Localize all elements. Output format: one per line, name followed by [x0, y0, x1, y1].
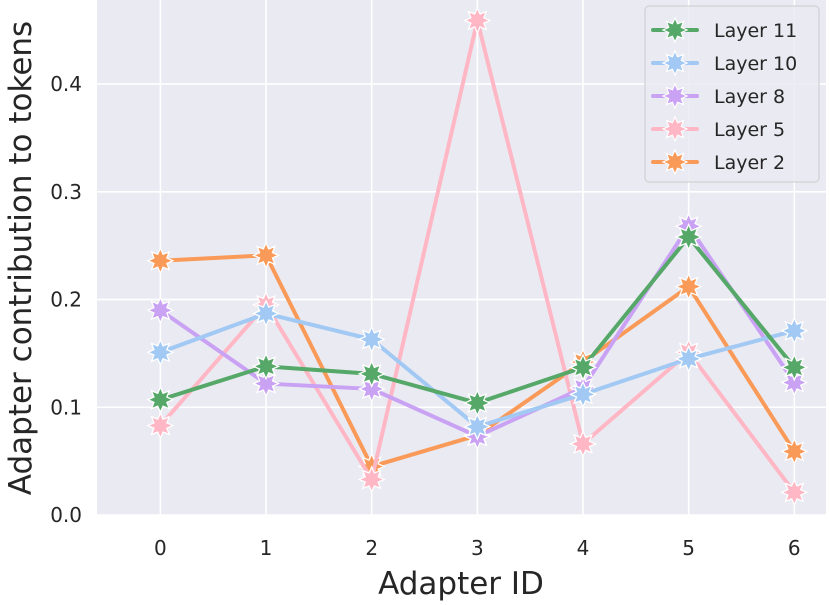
- data-point: [568, 380, 598, 409]
- data-point: [568, 353, 598, 382]
- x-tick-label: 4: [577, 536, 590, 560]
- data-point: [568, 429, 598, 458]
- data-point: [251, 369, 281, 398]
- x-tick-labels: 0 1 2 3 4 5 6: [154, 536, 801, 560]
- data-point: [251, 352, 281, 381]
- legend-box: [644, 5, 820, 183]
- data-point: [251, 241, 281, 270]
- y-tick-label: 0.4: [50, 72, 82, 96]
- x-axis-title: Adapter ID: [378, 566, 544, 602]
- x-tick-label: 6: [788, 536, 801, 560]
- legend-label: Layer 2: [714, 152, 785, 174]
- legend-item: Layer 5: [651, 115, 785, 143]
- data-point: [674, 344, 703, 373]
- data-point: [146, 246, 175, 275]
- legend-item: Layer 10: [651, 49, 797, 77]
- y-tick-label: 0.1: [50, 395, 82, 419]
- x-tick-label: 2: [365, 536, 378, 560]
- grid-lines: [97, 0, 826, 516]
- data-point: [674, 222, 703, 252]
- series-layer-10: [146, 299, 809, 441]
- legend-item: Layer 8: [651, 82, 785, 110]
- data-point: [780, 316, 809, 345]
- legend-marker: [661, 115, 689, 143]
- y-tick-label: 0.2: [50, 288, 82, 312]
- legend-item: Layer 2: [651, 148, 785, 176]
- data-point: [463, 6, 492, 35]
- data-point: [780, 353, 809, 382]
- data-point: [674, 272, 703, 301]
- legend-marker: [661, 16, 689, 44]
- legend-label: Layer 11: [714, 20, 797, 42]
- legend-item: Layer 11: [651, 16, 797, 44]
- series-layer-11: [146, 222, 809, 418]
- data-point: [463, 412, 492, 441]
- data-point: [357, 359, 386, 388]
- data-point: [146, 385, 175, 414]
- x-tick-label: 1: [260, 536, 273, 560]
- y-tick-label: 0.0: [50, 503, 82, 527]
- y-axis-title: Adapter contribution to tokens: [3, 21, 39, 495]
- legend-marker: [661, 82, 689, 110]
- data-point: [357, 465, 386, 494]
- legend: Layer 11 Layer 10 Layer 8 Layer 5 Layer 2: [644, 5, 820, 183]
- data-point: [146, 296, 175, 325]
- data-point: [463, 388, 492, 418]
- x-tick-label: 0: [154, 536, 167, 560]
- legend-marker: [661, 49, 689, 77]
- legend-label: Layer 5: [714, 119, 785, 141]
- data-point: [251, 299, 281, 328]
- legend-label: Layer 8: [714, 86, 785, 108]
- x-tick-label: 5: [682, 536, 695, 560]
- legend-label: Layer 10: [714, 53, 797, 75]
- data-point: [357, 325, 386, 354]
- data-point: [780, 478, 809, 507]
- data-point: [357, 374, 386, 404]
- data-point: [780, 368, 809, 397]
- y-tick-labels: 0.0 0.1 0.2 0.3 0.4: [50, 72, 82, 527]
- series-group: [146, 6, 809, 507]
- data-point: [780, 437, 809, 466]
- data-point: [146, 338, 175, 367]
- y-tick-label: 0.3: [50, 180, 82, 204]
- x-tick-label: 3: [471, 536, 484, 560]
- legend-marker: [661, 148, 689, 176]
- data-point: [146, 411, 175, 440]
